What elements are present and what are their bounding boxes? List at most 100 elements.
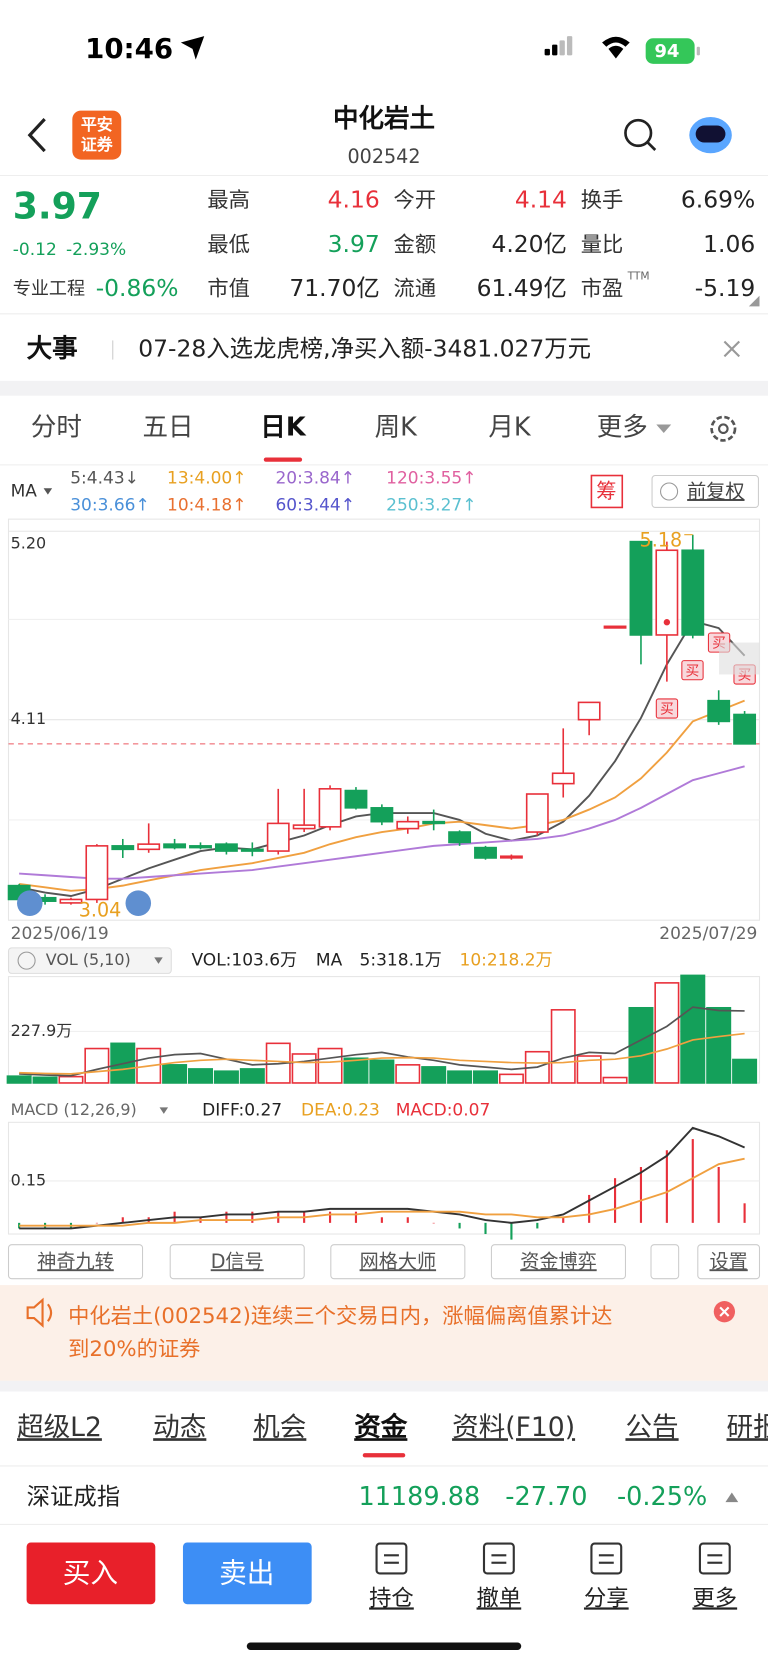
speaker-icon xyxy=(26,1297,53,1328)
candle-body xyxy=(344,789,368,809)
vol-label: 10:218.2万 xyxy=(460,951,553,971)
info-icon xyxy=(17,951,36,970)
section-tab[interactable]: 资金 xyxy=(354,1412,408,1443)
adjust-text[interactable]: 前复权 xyxy=(687,480,744,503)
tool-button xyxy=(7,1244,144,1280)
y-tick-label: 0.15 xyxy=(11,1170,46,1189)
macd-bar xyxy=(665,1150,668,1223)
ma-item: 13:4.00↑ xyxy=(167,469,247,489)
back-button[interactable] xyxy=(27,118,46,153)
macd-label: MACD:0.07 xyxy=(396,1101,491,1121)
section-tab[interactable]: 公告 xyxy=(625,1412,678,1443)
macd-frame xyxy=(7,1121,761,1235)
zoom-button[interactable] xyxy=(125,890,152,916)
candle-body xyxy=(396,820,420,830)
period-tab[interactable]: 周K xyxy=(375,413,419,443)
vol-header xyxy=(7,947,172,974)
sell-button-text[interactable]: 卖出 xyxy=(219,1556,274,1589)
macd-title[interactable]: MACD (12,26,9) xyxy=(11,1100,137,1119)
field-label: 最高 xyxy=(207,188,250,213)
alert-panel xyxy=(0,1285,768,1381)
section-tab[interactable]: 动态 xyxy=(153,1412,206,1443)
field-label: 最低 xyxy=(207,233,250,258)
volume-bar xyxy=(498,1073,524,1084)
tool-button-text[interactable]: D信号 xyxy=(211,1250,264,1273)
min-label: 3.04 xyxy=(79,899,122,922)
action-icon xyxy=(375,1542,408,1575)
volume-bar xyxy=(162,1064,188,1084)
tool-button-text[interactable]: 神奇九转 xyxy=(37,1250,113,1273)
alert-text: 中化岩土(002542)连续三个交易日内，涨幅偏离值累计达 xyxy=(68,1304,612,1329)
tool-button-text[interactable]: 网格大师 xyxy=(360,1250,436,1273)
diff-line xyxy=(19,1126,745,1230)
field-value: 4.14 xyxy=(515,186,567,214)
chip-button-text[interactable]: 筹 xyxy=(596,479,616,503)
buy-button-text[interactable]: 买入 xyxy=(63,1556,118,1589)
x-tick-label: 2025/07/29 xyxy=(659,924,757,944)
field-value: -5.19 xyxy=(695,274,756,302)
period-tab[interactable]: 更多 xyxy=(597,413,648,443)
last-price: 3.97 xyxy=(13,185,102,228)
vol-title[interactable]: VOL (5,10) xyxy=(46,950,131,969)
news-text[interactable]: 07-28入选龙虎榜,净买入额-3481.027万元 xyxy=(138,334,591,362)
action-label[interactable]: 分享 xyxy=(584,1585,629,1611)
section-tab[interactable]: 机会 xyxy=(253,1412,306,1443)
volume-bar xyxy=(291,1053,317,1084)
action-label[interactable]: 更多 xyxy=(692,1585,737,1611)
candle-body xyxy=(240,848,264,852)
section-tab[interactable]: 研报 xyxy=(727,1412,768,1443)
news-tag: 大事 xyxy=(27,334,78,364)
settings-button[interactable] xyxy=(710,415,737,442)
adjust-button xyxy=(651,474,759,508)
volume-bar xyxy=(395,1064,421,1084)
expand-button[interactable] xyxy=(17,890,43,916)
index-change-pct: -0.25% xyxy=(617,1482,707,1512)
volume-bar xyxy=(188,1068,214,1084)
buy-signal-label: 买 xyxy=(660,702,674,718)
sector: 专业工程 xyxy=(13,278,85,299)
search-button[interactable] xyxy=(624,118,653,148)
signal-bar xyxy=(559,40,565,56)
section-indicator xyxy=(362,1453,406,1458)
tool-button xyxy=(650,1244,680,1280)
period-tab[interactable]: 分时 xyxy=(31,413,82,443)
action-label[interactable]: 持仓 xyxy=(369,1585,414,1611)
gap xyxy=(0,1380,768,1392)
ma-item: 10:4.18↑ xyxy=(167,495,247,515)
period-tab[interactable]: 日K xyxy=(260,413,307,443)
vol-label: VOL:103.6万 xyxy=(191,951,297,971)
candle-body xyxy=(474,846,497,859)
period-tab[interactable]: 五日 xyxy=(143,413,194,443)
macd-bar xyxy=(639,1167,643,1223)
sector-pct: -0.86% xyxy=(96,274,179,302)
tool-button-text[interactable]: 设置 xyxy=(710,1250,748,1273)
candle-body xyxy=(603,625,627,629)
volume-bar xyxy=(732,1058,758,1084)
section-tab[interactable]: 资料(F10) xyxy=(452,1412,575,1443)
signal-bar xyxy=(544,48,550,56)
period-tab[interactable]: 月K xyxy=(488,413,532,443)
macd-bar xyxy=(354,1211,358,1223)
ma-item: 5:4.43↓ xyxy=(70,469,139,489)
volume-bar xyxy=(213,1070,239,1084)
signal-bar xyxy=(566,36,573,56)
ma-line xyxy=(19,699,745,892)
vol-label: MA xyxy=(316,951,343,971)
section-tab[interactable]: 超级L2 xyxy=(17,1412,102,1443)
candle-body xyxy=(163,843,187,849)
close-button[interactable] xyxy=(723,340,741,358)
battery-tip xyxy=(696,46,700,56)
field-label: 市盈 xyxy=(581,276,624,301)
candle-body xyxy=(85,845,109,901)
candle-body xyxy=(189,845,212,849)
volume-bar xyxy=(576,1055,602,1084)
volume-bar xyxy=(602,1076,628,1084)
tab-indicator xyxy=(263,457,303,462)
macd-label: DIFF:0.27 xyxy=(202,1101,282,1121)
tool-button-text[interactable]: 资金博弈 xyxy=(520,1250,596,1273)
macd-bar xyxy=(717,1167,720,1223)
action-label[interactable]: 撤单 xyxy=(477,1585,522,1611)
corner-mark xyxy=(748,295,760,307)
macd-bar xyxy=(432,1222,435,1224)
